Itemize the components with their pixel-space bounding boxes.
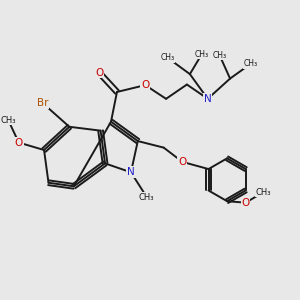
- Text: CH₃: CH₃: [195, 50, 209, 59]
- Text: CH₃: CH₃: [244, 59, 258, 68]
- Text: O: O: [178, 157, 187, 167]
- Text: O: O: [95, 68, 103, 78]
- Text: N: N: [204, 94, 212, 104]
- Text: CH₃: CH₃: [1, 116, 16, 125]
- Text: O: O: [141, 80, 149, 90]
- Text: Br: Br: [37, 98, 48, 108]
- Text: CH₃: CH₃: [139, 193, 154, 202]
- Text: CH₃: CH₃: [256, 188, 271, 197]
- Text: O: O: [15, 138, 23, 148]
- Text: CH₃: CH₃: [213, 51, 227, 60]
- Text: N: N: [127, 167, 135, 177]
- Text: O: O: [242, 198, 250, 208]
- Text: CH₃: CH₃: [160, 53, 175, 62]
